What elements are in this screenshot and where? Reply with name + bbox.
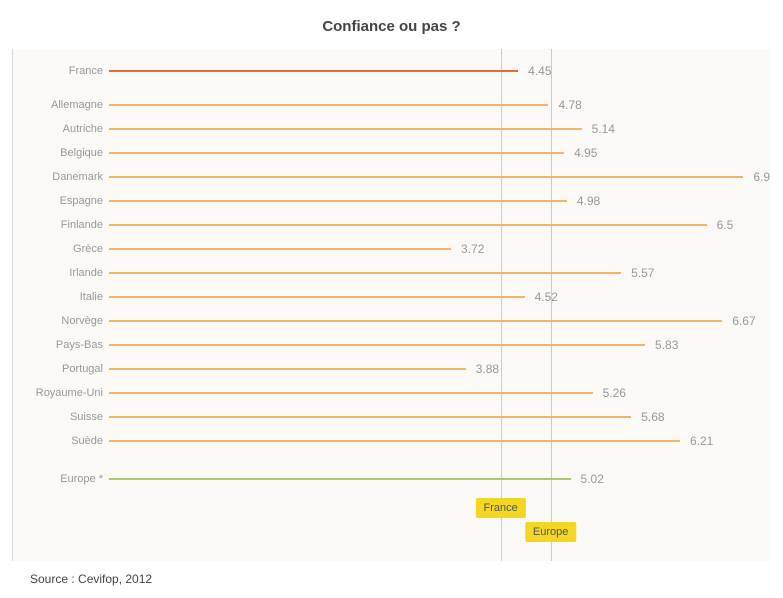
bar <box>109 392 593 394</box>
row-label: Norvège <box>13 315 109 327</box>
row-plot: 6.21 <box>109 429 771 453</box>
row-plot: 6.9 <box>109 165 771 189</box>
row-label: France <box>13 65 109 77</box>
data-row: Allemagne 4.78 <box>13 93 771 117</box>
row-label: Irlande <box>13 267 109 279</box>
row-plot: 3.88 <box>109 357 771 381</box>
row-value: 6.67 <box>732 314 755 328</box>
data-row: Autriche 5.14 <box>13 117 771 141</box>
row-value: 5.68 <box>641 410 664 424</box>
row-plot: 5.83 <box>109 333 771 357</box>
data-row: Suède 6.21 <box>13 429 771 453</box>
data-row: Royaume-Uni 5.26 <box>13 381 771 405</box>
row-value: 5.83 <box>655 338 678 352</box>
row-value: 5.26 <box>603 386 626 400</box>
row-value: 4.45 <box>528 64 551 78</box>
data-row: Espagne 4.98 <box>13 189 771 213</box>
bar <box>109 296 525 298</box>
row-plot: 4.95 <box>109 141 771 165</box>
row-plot: 6.67 <box>109 309 771 333</box>
bar <box>109 70 518 72</box>
bar <box>109 368 466 370</box>
bar <box>109 176 743 178</box>
row-value: 3.72 <box>461 242 484 256</box>
row-plot: 4.45 <box>109 59 771 83</box>
row-label: Royaume-Uni <box>13 387 109 399</box>
row-value: 6.9 <box>753 170 770 184</box>
row-label: Pays-Bas <box>13 339 109 351</box>
bar <box>109 272 621 274</box>
row-value: 5.57 <box>631 266 654 280</box>
bar <box>109 128 582 130</box>
row-value: 6.21 <box>690 434 713 448</box>
data-row: Irlande 5.57 <box>13 261 771 285</box>
chart-area: France 4.45 Allemagne 4.78 Autriche 5.14 Belgi… <box>12 49 771 561</box>
data-row: Pays-Bas 5.83 <box>13 333 771 357</box>
row-label: Finlande <box>13 219 109 231</box>
row-label: Belgique <box>13 147 109 159</box>
row-value: 4.52 <box>535 290 558 304</box>
data-row: France 4.45 <box>13 59 771 83</box>
bar <box>109 320 722 322</box>
source-text: Source : Cevifop, 2012 <box>30 572 152 586</box>
bar <box>109 440 680 442</box>
row-value: 5.14 <box>592 122 615 136</box>
bar <box>109 478 571 480</box>
row-value: 4.95 <box>574 146 597 160</box>
row-plot: 4.98 <box>109 189 771 213</box>
data-row: Danemark 6.9 <box>13 165 771 189</box>
bar <box>109 248 451 250</box>
bar <box>109 104 548 106</box>
data-row: Europe * 5.02 <box>13 467 771 491</box>
bar <box>109 200 567 202</box>
row-value: 4.98 <box>577 194 600 208</box>
row-label: Italie <box>13 291 109 303</box>
row-plot: 5.26 <box>109 381 771 405</box>
row-plot: 5.14 <box>109 117 771 141</box>
chart-title: Confiance ou pas ? <box>0 0 783 49</box>
data-row: Italie 4.52 <box>13 285 771 309</box>
row-label: Grèce <box>13 243 109 255</box>
data-row: Suisse 5.68 <box>13 405 771 429</box>
bar <box>109 224 707 226</box>
reference-flag: France <box>475 498 525 518</box>
row-plot: 5.68 <box>109 405 771 429</box>
data-row: Norvège 6.67 <box>13 309 771 333</box>
reference-flag: Europe <box>525 522 576 542</box>
data-row: Grèce 3.72 <box>13 237 771 261</box>
data-row: Portugal 3.88 <box>13 357 771 381</box>
data-row: Belgique 4.95 <box>13 141 771 165</box>
row-label: Suisse <box>13 411 109 423</box>
row-label: Allemagne <box>13 99 109 111</box>
row-value: 6.5 <box>717 218 734 232</box>
row-plot: 4.52 <box>109 285 771 309</box>
row-label: Europe * <box>13 473 109 485</box>
row-plot: 5.02 <box>109 467 771 491</box>
row-label: Suède <box>13 435 109 447</box>
row-label: Autriche <box>13 123 109 135</box>
bar <box>109 416 631 418</box>
row-plot: 3.72 <box>109 237 771 261</box>
row-label: Espagne <box>13 195 109 207</box>
row-value: 5.02 <box>581 472 604 486</box>
data-row: Finlande 6.5 <box>13 213 771 237</box>
row-label: Danemark <box>13 171 109 183</box>
bar <box>109 344 645 346</box>
row-label: Portugal <box>13 363 109 375</box>
row-plot: 5.57 <box>109 261 771 285</box>
row-plot: 4.78 <box>109 93 771 117</box>
row-value: 3.88 <box>476 362 499 376</box>
bar <box>109 152 564 154</box>
row-value: 4.78 <box>558 98 581 112</box>
row-plot: 6.5 <box>109 213 771 237</box>
